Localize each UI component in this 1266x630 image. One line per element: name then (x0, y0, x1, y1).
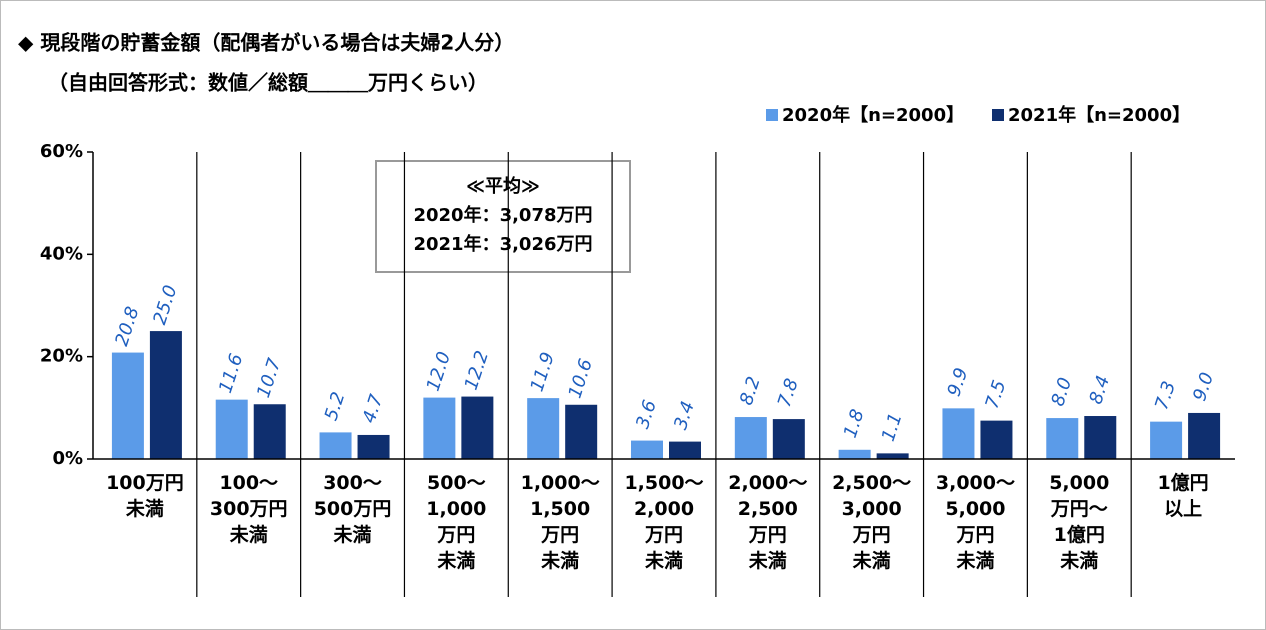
bar (876, 453, 909, 459)
bar (669, 441, 701, 459)
legend-swatch (992, 109, 1004, 121)
x-tick-label: 1億円 以上 (1157, 472, 1209, 520)
x-tick-label: 3,000～ 5,000 万円 未満 (935, 472, 1015, 572)
annotation: ≪平均≫ (466, 175, 540, 197)
bar (111, 352, 144, 459)
annotation-box (375, 160, 631, 273)
x-tick-label: 2,000～ 2,500 万円 未満 (728, 472, 808, 572)
chart-title: ◆ 現段階の貯蓄金額（配偶者がいる場合は夫婦2人分） (18, 31, 514, 55)
x-tick-label: 100万円 未満 (106, 472, 184, 520)
bar (565, 404, 598, 459)
bar (423, 397, 456, 459)
legend-label: 2020年【n=2000】 (782, 104, 964, 126)
legend-swatch (766, 109, 778, 121)
bar (1150, 421, 1183, 459)
x-tick-label: 100～ 300万円 未満 (209, 472, 288, 546)
y-tick-label: 40% (40, 243, 83, 264)
annotation: 2021年：3,026万円 (413, 233, 592, 255)
bar (631, 440, 663, 459)
chart-subtitle: （自由回答形式：数値／総額＿＿＿万円くらい） (48, 71, 488, 95)
bar (1188, 412, 1221, 459)
bar (319, 432, 352, 459)
bar (215, 399, 248, 459)
bar (357, 434, 390, 459)
x-tick-label: 2,500～ 3,000 万円 未満 (832, 472, 912, 572)
bar (253, 404, 286, 459)
bar (980, 420, 1013, 459)
x-tick-label: 5,000 万円～ 1億円 未満 (1049, 472, 1110, 572)
bar (461, 396, 494, 459)
x-tick-label: 500～ 1,000 万円 未満 (426, 472, 487, 572)
annotation: 2020年：3,078万円 (413, 204, 592, 226)
bar (1084, 416, 1117, 459)
x-tick-label: 1,500～ 2,000 万円 未満 (624, 472, 704, 572)
legend-label: 2021年【n=2000】 (1008, 104, 1190, 126)
y-tick-label: 60% (40, 141, 83, 162)
bar (772, 419, 805, 459)
bar (149, 331, 182, 459)
x-tick-label: 300～ 500万円 未満 (313, 472, 392, 546)
bar (527, 398, 560, 459)
y-tick-label: 20% (40, 346, 83, 367)
bar (734, 417, 767, 459)
y-tick-label: 0% (52, 448, 83, 469)
bar (942, 408, 975, 459)
bar (1046, 418, 1079, 459)
bar (838, 449, 871, 459)
x-tick-label: 1,000～ 1,500 万円 未満 (520, 472, 600, 572)
